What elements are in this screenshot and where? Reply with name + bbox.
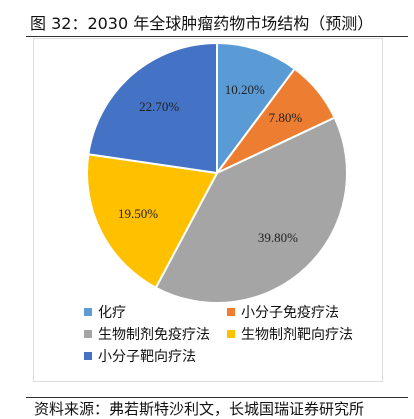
legend-item: 生物制剂免疫疗法 <box>84 324 210 344</box>
top-rule <box>26 36 408 37</box>
pie-slice <box>154 116 348 304</box>
source-note: 资料来源：弗若斯特沙利文，长城国瑞证券研究所 <box>34 400 365 418</box>
legend-item: 小分子免疫疗法 <box>227 302 339 322</box>
pie-slice <box>87 41 218 175</box>
legend-swatch <box>84 352 92 360</box>
legend-label: 小分子免疫疗法 <box>241 305 339 321</box>
legend-swatch <box>84 308 92 316</box>
legend-label: 化疗 <box>98 305 126 321</box>
legend-item: 化疗 <box>84 302 126 322</box>
figure-title: 图 32：2030 年全球肿瘤药物市场结构（预测） <box>30 14 374 33</box>
pie-slice <box>216 41 297 177</box>
slice-label: 7.80% <box>269 110 303 125</box>
legend-label: 小分子靶向疗法 <box>98 349 196 365</box>
slice-label: 39.80% <box>258 230 298 245</box>
bottom-rule <box>26 397 408 398</box>
slice-label: 22.70% <box>139 99 179 114</box>
slice-label: 19.50% <box>118 206 158 221</box>
chart-frame <box>33 38 383 382</box>
legend-swatch <box>84 330 92 338</box>
legend-swatch <box>227 308 235 316</box>
slice-label: 10.20% <box>225 82 265 97</box>
legend-swatch <box>227 330 235 338</box>
pie-slice <box>86 153 219 290</box>
legend-item: 生物制剂靶向疗法 <box>227 324 353 344</box>
legend-label: 生物制剂靶向疗法 <box>241 327 353 343</box>
legend-item: 小分子靶向疗法 <box>84 346 196 366</box>
legend-label: 生物制剂免疫疗法 <box>98 327 210 343</box>
